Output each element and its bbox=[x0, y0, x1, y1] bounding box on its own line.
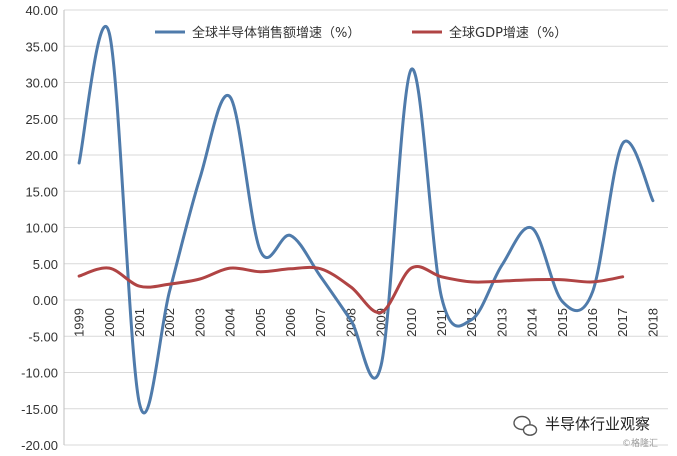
y-tick-label: 35.00 bbox=[25, 39, 58, 54]
watermark: 半导体行业观察 ©格隆汇 bbox=[513, 415, 658, 449]
x-tick-label: 2013 bbox=[494, 308, 509, 337]
x-tick-label: 2014 bbox=[525, 308, 540, 337]
x-tick-label: 2016 bbox=[585, 308, 600, 337]
y-tick-label: 10.00 bbox=[25, 221, 58, 236]
x-tick-label: 2017 bbox=[615, 308, 630, 337]
y-tick-label: -15.00 bbox=[21, 402, 58, 417]
x-tick-label: 2004 bbox=[223, 308, 238, 337]
y-tick-label: 30.00 bbox=[25, 76, 58, 91]
legend: 全球半导体销售额增速（%） 全球GDP增速（%） bbox=[155, 25, 567, 41]
y-tick-label: 25.00 bbox=[25, 112, 58, 127]
x-axis-ticks: 1999 2000 2001 2002 2003 2004 2005 2006 2007 2008… bbox=[72, 308, 661, 337]
legend-label-gdp: 全球GDP增速（%） bbox=[449, 25, 567, 41]
y-tick-label: 15.00 bbox=[25, 184, 58, 199]
y-tick-label: 20.00 bbox=[25, 148, 58, 163]
watermark-text: 半导体行业观察 bbox=[545, 415, 650, 433]
gridlines bbox=[63, 9, 668, 446]
x-tick-label: 1999 bbox=[72, 308, 87, 337]
x-tick-label: 2003 bbox=[192, 308, 207, 337]
x-tick-label: 2007 bbox=[313, 308, 328, 337]
x-tick-label: 2001 bbox=[132, 308, 147, 337]
y-tick-label: -5.00 bbox=[28, 329, 58, 344]
y-tick-label: -10.00 bbox=[21, 366, 58, 381]
y-axis-ticks: 40.00 35.00 30.00 25.00 20.00 15.00 10.00 5.00 0… bbox=[21, 3, 58, 453]
y-tick-label: 40.00 bbox=[25, 3, 58, 18]
y-tick-label: 5.00 bbox=[33, 257, 58, 272]
series-line-0 bbox=[77, 24, 655, 415]
x-tick-label: 2018 bbox=[645, 308, 660, 337]
series-lines bbox=[77, 24, 655, 415]
legend-label-semiconductor: 全球半导体销售额增速（%） bbox=[192, 25, 360, 41]
wechat-icon bbox=[513, 415, 538, 436]
watermark-source: ©格隆汇 bbox=[622, 437, 658, 449]
x-tick-label: 2000 bbox=[102, 308, 117, 337]
x-tick-label: 2010 bbox=[404, 308, 419, 337]
y-tick-label: -20.00 bbox=[21, 438, 58, 453]
x-tick-label: 2011 bbox=[434, 308, 449, 336]
x-tick-label: 2005 bbox=[253, 308, 268, 337]
y-tick-label: 0.00 bbox=[33, 293, 58, 308]
x-tick-label: 2006 bbox=[283, 308, 298, 337]
x-tick-label: 2015 bbox=[555, 308, 570, 337]
